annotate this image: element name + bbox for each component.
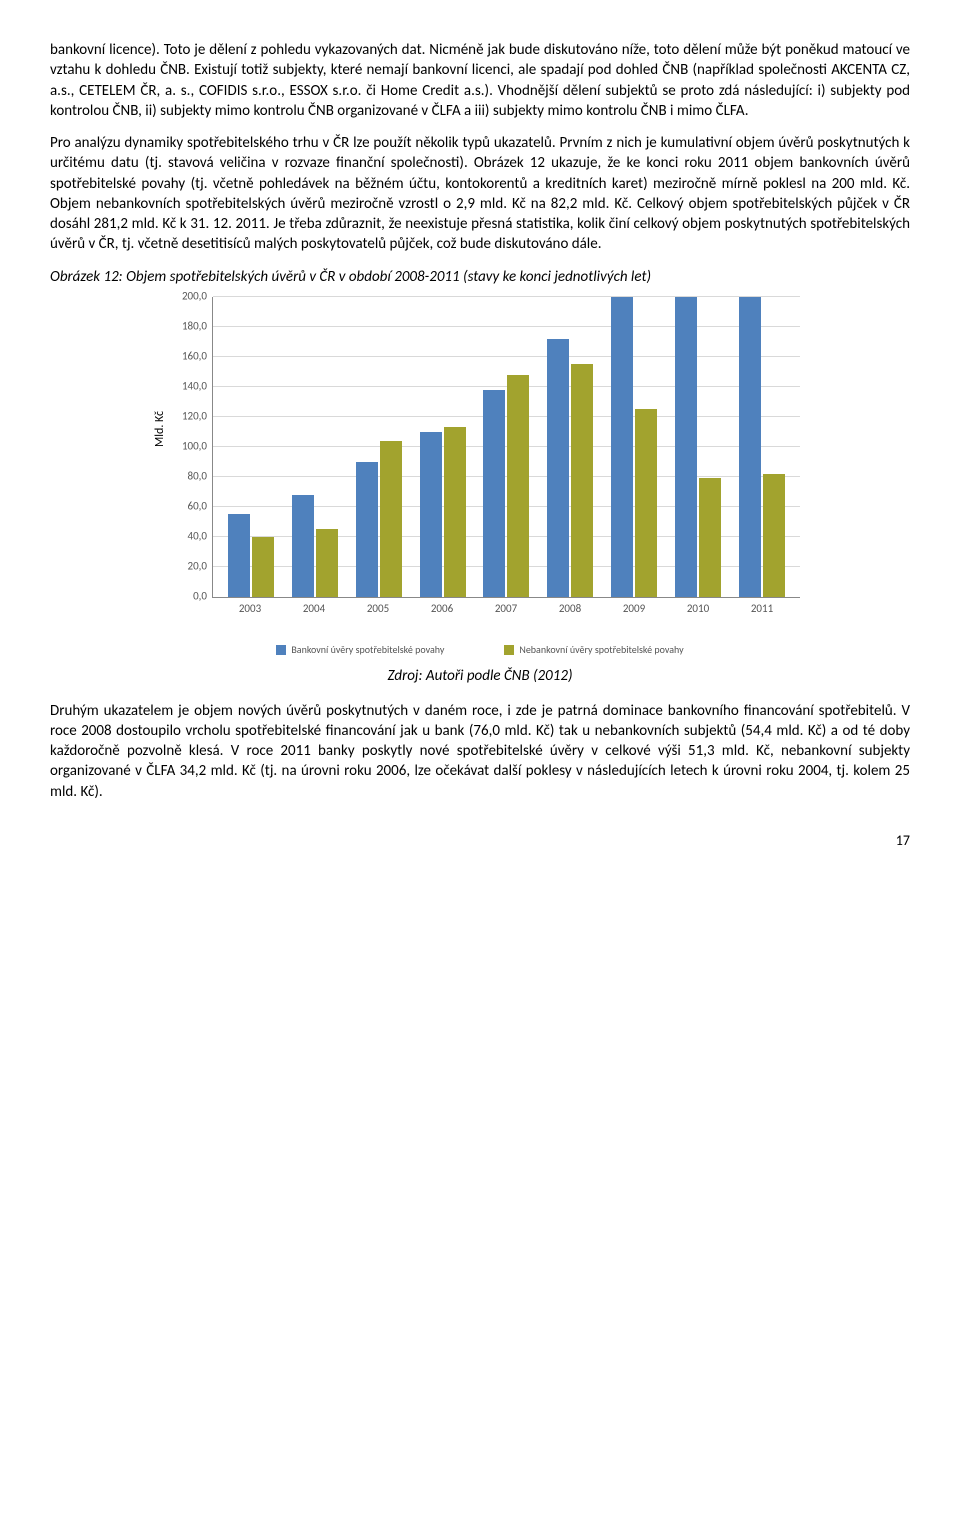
bar-group (352, 441, 406, 597)
bar-group (607, 297, 661, 597)
bar (635, 409, 657, 597)
y-tick: 100,0 (173, 439, 207, 454)
x-axis-ticks: 2003 2004 2005 2006 2007 2008 2009 2010 2011 (212, 598, 800, 617)
figure-caption: Obrázek 12: Objem spotřebitelských úvěrů… (50, 267, 910, 287)
bar (699, 478, 721, 597)
paragraph-2: Pro analýzu dynamiky spotřebitelského tr… (50, 133, 910, 255)
x-tick: 2005 (351, 602, 405, 617)
bar (571, 364, 593, 597)
bar (420, 432, 442, 597)
x-tick: 2009 (607, 602, 661, 617)
y-tick: 140,0 (173, 379, 207, 394)
bar-group (671, 297, 725, 597)
legend-swatch (276, 645, 286, 655)
legend-item: Nebankovní úvěry spotřebitelské povahy (504, 643, 683, 657)
chart-plot: 0,020,040,060,080,0100,0120,0140,0160,01… (212, 297, 800, 598)
paragraph-1: bankovní licence). Toto je dělení z pohl… (50, 40, 910, 121)
legend-label: Nebankovní úvěry spotřebitelské povahy (519, 643, 683, 657)
x-tick: 2010 (671, 602, 725, 617)
y-tick: 120,0 (173, 409, 207, 424)
page-number: 17 (50, 832, 910, 851)
bar (611, 297, 633, 597)
y-tick: 180,0 (173, 319, 207, 334)
bar (252, 537, 274, 597)
legend-item: Bankovní úvěry spotřebitelské povahy (276, 643, 444, 657)
y-tick: 80,0 (173, 469, 207, 484)
bar (228, 514, 250, 597)
x-tick: 2008 (543, 602, 597, 617)
figure-source: Zdroj: Autoři podle ČNB (2012) (50, 666, 910, 686)
x-tick: 2006 (415, 602, 469, 617)
y-tick: 0,0 (173, 589, 207, 604)
chart-container: Mld. Kč 0,020,040,060,080,0100,0120,0140… (160, 297, 800, 657)
bar (763, 474, 785, 597)
legend-label: Bankovní úvěry spotřebitelské povahy (291, 643, 444, 657)
x-tick: 2004 (287, 602, 341, 617)
y-axis-label: Mld. Kč (152, 411, 168, 447)
bar (675, 297, 697, 597)
bar-group (479, 375, 533, 597)
y-tick: 160,0 (173, 349, 207, 364)
chart-legend: Bankovní úvěry spotřebitelské povahy Neba… (160, 643, 800, 657)
bar-group (735, 297, 789, 597)
x-tick: 2003 (223, 602, 277, 617)
bar (380, 441, 402, 597)
y-tick: 60,0 (173, 499, 207, 514)
bar (739, 297, 761, 597)
y-tick: 20,0 (173, 559, 207, 574)
y-tick: 200,0 (173, 289, 207, 304)
x-tick: 2011 (735, 602, 789, 617)
legend-swatch (504, 645, 514, 655)
bar-group (224, 514, 278, 597)
bar (444, 427, 466, 597)
bar (356, 462, 378, 597)
bar (547, 339, 569, 597)
y-tick: 40,0 (173, 529, 207, 544)
bar-group (416, 427, 470, 597)
bar (316, 529, 338, 597)
x-tick: 2007 (479, 602, 533, 617)
bar-group (543, 339, 597, 597)
bar (483, 390, 505, 597)
bar-group (288, 495, 342, 597)
bar (507, 375, 529, 597)
paragraph-3: Druhým ukazatelem je objem nových úvěrů … (50, 701, 910, 802)
bar (292, 495, 314, 597)
